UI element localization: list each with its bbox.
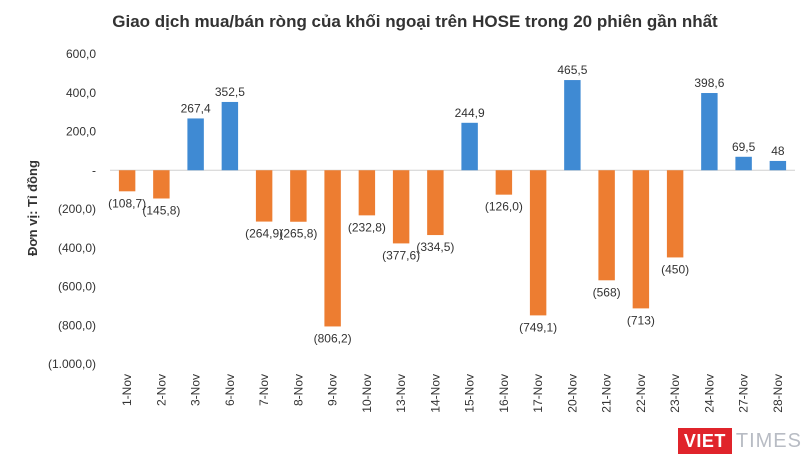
bar (324, 170, 341, 327)
viettimes-logo: VIET TIMES (677, 428, 806, 454)
bar (358, 170, 376, 216)
y-axis-label: Đơn vị: Tỉ đồng (25, 160, 40, 256)
y-tick-label: (1.000,0) (48, 357, 96, 371)
y-tick-label: - (92, 163, 96, 177)
x-tick-label: 9-Nov (326, 374, 340, 406)
data-label: 69,5 (732, 140, 756, 154)
data-label: (108,7) (108, 196, 146, 210)
y-tick-label: 200,0 (66, 125, 96, 139)
bar (666, 170, 684, 258)
x-tick-label: 15-Nov (463, 374, 477, 413)
bar (392, 170, 410, 244)
x-tick-label: 10-Nov (360, 374, 374, 413)
bar (153, 170, 170, 199)
y-tick-label: 600,0 (66, 47, 96, 61)
bar (427, 170, 444, 236)
y-tick-label: (200,0) (58, 202, 96, 216)
y-tick-label: 400,0 (66, 86, 96, 100)
x-tick-label: 7-Nov (257, 374, 271, 406)
x-tick-label: 6-Nov (223, 374, 237, 406)
x-tick-label: 2-Nov (154, 374, 168, 406)
data-label: 48 (771, 144, 785, 158)
y-tick-label: (600,0) (58, 280, 96, 294)
logo-part-viet: VIET (677, 428, 732, 454)
data-label: (749,1) (519, 320, 557, 334)
data-label: (713) (627, 313, 655, 327)
bar (564, 80, 581, 171)
x-tick-label: 28-Nov (771, 374, 785, 413)
data-labels: (108,7)(145,8) 267,4 352,5 (264,9)(265,8) (8… (108, 63, 785, 345)
x-axis-ticks: 1-Nov 2-Nov 3-Nov 6-Nov 7-Nov 8-Nov 9-Nov 10-No… (120, 374, 785, 413)
bar (255, 170, 273, 222)
x-tick-label: 17-Nov (531, 374, 545, 413)
bar (290, 170, 307, 222)
data-label: 352,5 (215, 85, 245, 99)
bar (495, 170, 513, 195)
data-label: (568) (593, 285, 621, 299)
bar (187, 118, 204, 171)
x-tick-label: 8-Nov (291, 374, 305, 406)
data-label: (232,8) (348, 220, 386, 234)
data-label: 267,4 (181, 101, 211, 115)
data-label: 465,5 (557, 63, 587, 77)
x-tick-label: 20-Nov (565, 374, 579, 413)
bar (529, 170, 547, 316)
bar (701, 93, 718, 171)
bar (632, 170, 650, 309)
data-label: 244,9 (455, 106, 485, 120)
bars (118, 80, 787, 327)
data-label: (265,8) (279, 227, 317, 241)
y-axis-ticks: 600,0 400,0 200,0 - (200,0) (400,0) (600,0) (80… (48, 47, 96, 371)
logo-part-times: TIMES (735, 429, 802, 452)
data-label: (145,8) (142, 203, 180, 217)
x-tick-label: 1-Nov (120, 374, 134, 406)
bar (598, 170, 615, 281)
data-label: (126,0) (485, 200, 523, 214)
data-label: (450) (661, 262, 689, 276)
bar (461, 122, 478, 171)
data-label: (377,6) (382, 248, 420, 262)
x-tick-label: 24-Nov (702, 374, 716, 413)
data-label: (264,9) (245, 227, 283, 241)
y-tick-label: (400,0) (58, 241, 96, 255)
data-label: (806,2) (314, 331, 352, 345)
x-tick-label: 22-Nov (634, 374, 648, 413)
x-tick-label: 27-Nov (737, 374, 751, 413)
x-tick-label: 13-Nov (394, 374, 408, 413)
bar (735, 156, 752, 171)
chart-title: Giao dịch mua/bán ròng của khối ngoại tr… (112, 12, 718, 31)
bar (118, 170, 136, 192)
data-label: 398,6 (694, 76, 724, 90)
data-label: (334,5) (416, 240, 454, 254)
x-tick-label: 3-Nov (189, 374, 203, 406)
x-tick-label: 16-Nov (497, 374, 511, 413)
x-tick-label: 23-Nov (668, 374, 682, 413)
x-tick-label: 14-Nov (428, 374, 442, 413)
x-tick-label: 21-Nov (600, 374, 614, 413)
bar (769, 160, 787, 171)
bar (221, 101, 239, 171)
y-tick-label: (800,0) (58, 318, 96, 332)
